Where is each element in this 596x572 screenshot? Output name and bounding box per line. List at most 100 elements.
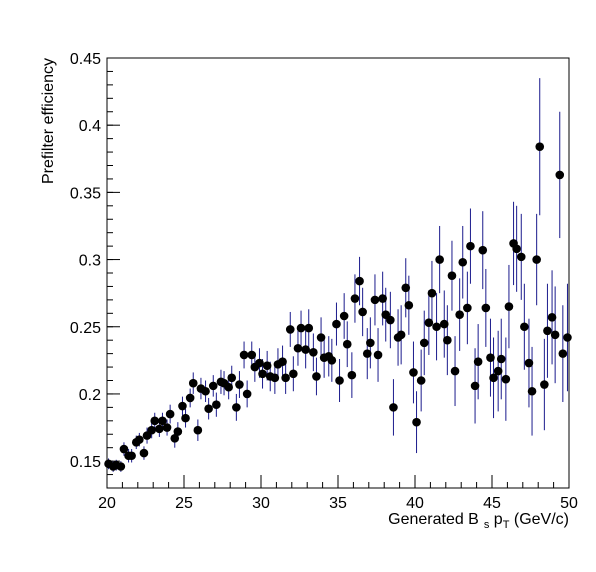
data-point bbox=[520, 322, 529, 332]
data-point bbox=[188, 378, 198, 388]
data-point bbox=[443, 335, 452, 345]
data-point bbox=[247, 350, 257, 360]
data-point bbox=[463, 303, 472, 313]
y-tick-label: 0.3 bbox=[79, 253, 101, 270]
y-tick-label: 0.4 bbox=[79, 118, 101, 135]
data-point bbox=[540, 380, 549, 389]
data-point bbox=[155, 424, 164, 434]
data-point bbox=[416, 376, 426, 385]
data-point bbox=[386, 315, 395, 325]
data-point bbox=[347, 370, 357, 380]
data-point bbox=[439, 319, 449, 329]
data-point bbox=[262, 361, 272, 371]
data-point bbox=[147, 425, 156, 435]
data-point bbox=[404, 300, 414, 310]
data-point bbox=[370, 295, 380, 305]
data-points bbox=[104, 142, 572, 471]
x-tick-label: 45 bbox=[483, 495, 501, 512]
data-point bbox=[227, 373, 237, 383]
data-point bbox=[532, 255, 541, 264]
data-point bbox=[224, 382, 233, 392]
data-point bbox=[327, 356, 337, 365]
data-point bbox=[127, 451, 136, 461]
data-point bbox=[242, 389, 252, 399]
data-point bbox=[527, 386, 537, 396]
data-point bbox=[255, 358, 264, 368]
data-point bbox=[470, 381, 480, 391]
data-point bbox=[185, 393, 195, 403]
data-point bbox=[342, 339, 352, 349]
x-tick-label: 25 bbox=[175, 495, 193, 512]
data-point bbox=[285, 325, 295, 334]
data-point bbox=[158, 416, 167, 426]
data-point bbox=[424, 318, 434, 328]
data-point bbox=[293, 343, 303, 353]
data-point bbox=[193, 425, 203, 435]
data-point bbox=[258, 369, 267, 379]
data-point bbox=[409, 368, 418, 377]
x-tick-label: 40 bbox=[406, 495, 424, 512]
data-point bbox=[312, 372, 321, 381]
data-point bbox=[563, 333, 572, 342]
data-point bbox=[270, 373, 280, 383]
x-tick-label: 35 bbox=[329, 495, 347, 512]
data-point bbox=[501, 374, 511, 384]
data-point bbox=[162, 423, 172, 432]
data-point bbox=[535, 142, 545, 151]
data-point bbox=[512, 244, 521, 254]
x-axis-tick-labels: 20 25 30 35 40 45 50 bbox=[98, 495, 578, 512]
data-point bbox=[550, 330, 560, 340]
data-point bbox=[208, 381, 218, 391]
data-point bbox=[466, 241, 475, 251]
data-point bbox=[309, 347, 318, 357]
x-tick-label: 50 bbox=[560, 495, 578, 512]
y-axis-title: Prefilter efficiency bbox=[40, 58, 57, 184]
y-tick-label: 0.35 bbox=[70, 185, 101, 202]
data-point bbox=[239, 350, 249, 360]
y-tick-label: 0.45 bbox=[70, 51, 101, 68]
data-point bbox=[362, 349, 372, 358]
data-point bbox=[493, 366, 503, 376]
data-point bbox=[201, 386, 210, 396]
data-point bbox=[455, 310, 464, 319]
data-point bbox=[296, 323, 306, 333]
data-point bbox=[516, 252, 526, 262]
data-point bbox=[150, 416, 160, 426]
data-point bbox=[304, 323, 314, 333]
data-point bbox=[481, 303, 491, 313]
data-point bbox=[335, 376, 344, 385]
data-point bbox=[489, 373, 498, 383]
error-bars bbox=[108, 78, 568, 472]
data-point bbox=[281, 373, 290, 383]
y-tick-label: 0.25 bbox=[70, 320, 101, 337]
data-point bbox=[350, 294, 360, 303]
y-tick-label: 0.15 bbox=[70, 454, 101, 471]
y-axis-tick-labels: 0.15 0.2 0.25 0.3 0.35 0.4 0.45 bbox=[70, 51, 101, 471]
data-point bbox=[458, 257, 468, 267]
data-point bbox=[278, 357, 287, 366]
data-point bbox=[478, 245, 488, 255]
data-point bbox=[435, 255, 444, 264]
plot-frame bbox=[106, 57, 570, 489]
data-point bbox=[339, 311, 349, 321]
data-point bbox=[496, 354, 506, 364]
x-axis-ticks bbox=[106, 475, 570, 488]
data-point bbox=[486, 353, 495, 362]
data-point bbox=[378, 294, 387, 303]
data-point bbox=[396, 330, 406, 340]
data-point bbox=[389, 403, 398, 412]
data-point bbox=[316, 333, 326, 342]
data-point bbox=[358, 307, 367, 317]
data-point bbox=[165, 409, 175, 419]
data-point bbox=[355, 276, 364, 286]
data-point bbox=[235, 380, 244, 389]
data-point bbox=[504, 302, 514, 311]
data-point bbox=[543, 326, 552, 336]
data-point bbox=[301, 345, 310, 354]
data-point bbox=[332, 319, 341, 329]
data-point bbox=[170, 433, 180, 443]
data-point bbox=[289, 369, 298, 379]
data-point bbox=[116, 462, 126, 471]
data-point bbox=[212, 400, 221, 409]
